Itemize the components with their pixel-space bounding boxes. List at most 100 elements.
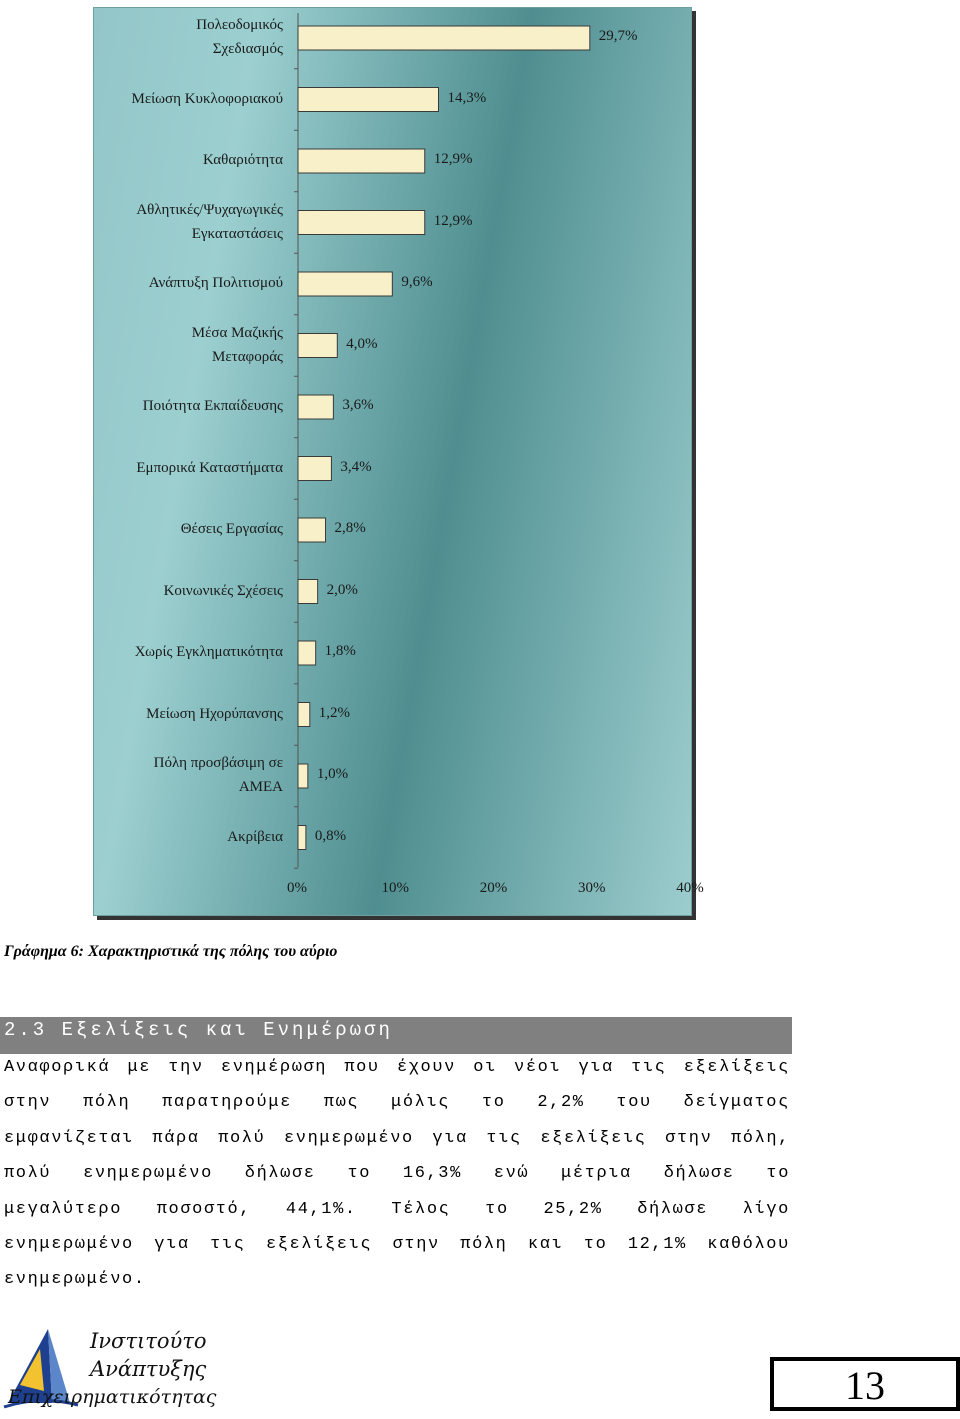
word: έχουν [396, 1058, 456, 1077]
word: 16,3% [402, 1164, 462, 1184]
data-label: 1,0% [316, 766, 349, 782]
word: και [527, 1235, 564, 1254]
text-line: μεγαλύτερο ποσοστό, 44,1%. Τέλος το 25,2% δήλω… [4, 1199, 790, 1221]
chart-bar [297, 825, 307, 850]
word: τις [631, 1058, 667, 1077]
data-label: 1,2% [318, 704, 351, 721]
word: ενημερωμένο [284, 1128, 414, 1148]
word: για [154, 1235, 190, 1254]
chart-bar [297, 763, 309, 789]
word: τις [486, 1128, 522, 1148]
category-label: Αθλητικές/Ψυχαγωγικές Εγκαταστάσεις [136, 201, 283, 242]
data-label: 2,8% [334, 520, 366, 536]
page-number: 13 [772, 1359, 958, 1409]
data-label: 9,6% [401, 274, 433, 290]
chart-bar [297, 25, 591, 51]
word: 44,1%. [285, 1199, 357, 1219]
chart-bar [297, 394, 334, 420]
category-label: Θέσεις Εργασίας [180, 521, 283, 537]
page-number-box: 13 [770, 1357, 960, 1411]
data-label: 14,3% [447, 89, 487, 106]
data-label: 4,0% [346, 335, 378, 352]
chart-bar [297, 517, 327, 543]
word: στην [392, 1235, 440, 1254]
chart-caption: Γράφημα 6: Χαρακτηριστικά της πόλης του … [4, 943, 338, 960]
word: του [616, 1093, 652, 1113]
chart-plot [294, 13, 591, 869]
category-label: Μείωση Ηχορύπανσης [146, 705, 283, 722]
category-label: Μείωση Κυκλοφοριακού [131, 90, 283, 107]
word: τις [210, 1235, 246, 1254]
chart-bar [297, 640, 317, 666]
category-label: Εμπορικά Καταστήματα [136, 459, 283, 476]
chart-bar [297, 579, 319, 604]
category-label: Κοινωνικές Σχέσεις [163, 582, 283, 599]
text-line: ενημερωμένο. [4, 1270, 146, 1290]
word: ενημέρωση [220, 1058, 328, 1077]
category-label: Χωρίς Εγκληματικότητα [134, 644, 283, 660]
logo-line-1: Ινστιτούτο [90, 1329, 207, 1353]
chart-bar [297, 87, 439, 112]
data-label: 0,8% [314, 827, 347, 844]
category-label: Μέσα Μαζικής Μεταφοράς [191, 324, 283, 365]
logo-text: Ινστιτούτο Ανάπτυξης Επιχειρηματικότητας [8, 1327, 216, 1411]
word: στην [4, 1093, 52, 1113]
word: Αναφορικά [4, 1058, 111, 1077]
word: 2,2% [537, 1093, 585, 1113]
word: μεγαλύτερο [4, 1199, 123, 1219]
word: το [481, 1093, 506, 1113]
category-label: Πολεοδομικός Σχεδιασμός [196, 17, 283, 57]
text-line: στην πόλη παρατηρούμε πως μόλις το 2,2% του δείγ… [4, 1092, 790, 1114]
word: εξελίξεις [265, 1235, 373, 1254]
word: καθόλου [707, 1235, 790, 1254]
word: πάρα [152, 1128, 200, 1148]
word: δείγματος [683, 1093, 790, 1113]
category-label: Ακρίβεια [227, 828, 283, 845]
word: 25,2% [543, 1199, 603, 1219]
word: το [583, 1235, 608, 1254]
word: μέτρια [561, 1164, 632, 1184]
text-line: ενημερωμένο για τις εξελίξεις στην πόλη και το 1… [4, 1234, 790, 1256]
x-tick-label: 30% [578, 880, 606, 896]
word: με [127, 1058, 152, 1077]
x-tick-label: 40% [676, 880, 704, 896]
category-label: Καθαριότητα [203, 152, 283, 168]
word: πολύ [218, 1128, 266, 1148]
word: ενημερωμένο [83, 1164, 213, 1184]
word: νέοι [514, 1058, 562, 1077]
word: εμφανίζεται [4, 1128, 134, 1148]
bar-chart [93, 7, 692, 916]
text-line: εμφανίζεται πάρα πολύ ενημερωμένο για τις εξελ… [4, 1128, 790, 1150]
chart-bar [297, 456, 332, 481]
word: Τέλος [391, 1199, 451, 1219]
word: εξελίξεις [540, 1128, 647, 1148]
word: δήλωσε [663, 1164, 735, 1184]
word: ενώ [493, 1164, 530, 1184]
word: την [168, 1058, 204, 1077]
word: πολύ [4, 1164, 52, 1184]
word: δήλωσε [637, 1199, 709, 1219]
word: ενημερωμένο [4, 1235, 134, 1254]
institute-logo-icon [3, 1329, 79, 1409]
x-tick-label: 0% [287, 880, 307, 896]
x-tick-label: 10% [381, 880, 410, 896]
word: το [485, 1199, 509, 1219]
chart-bar [297, 271, 393, 297]
word: δήλωσε [244, 1164, 316, 1184]
word: μόλις [391, 1093, 451, 1113]
word: λίγο [742, 1199, 790, 1219]
word: για [432, 1128, 468, 1148]
category-label: Ποιότητα Εκπαίδευσης [142, 398, 283, 414]
word: για [578, 1058, 614, 1077]
word: που [344, 1058, 380, 1077]
data-label: 2,0% [326, 581, 358, 598]
data-label: 29,7% [598, 28, 638, 44]
category-label: Πόλη προσβάσιμη σε ΑΜΕΑ [153, 755, 283, 795]
data-label: 3,4% [340, 458, 372, 475]
chart-bar [297, 333, 338, 358]
chart-bar [297, 148, 426, 174]
data-label: 3,6% [342, 397, 374, 413]
logo-line-3: Επιχειρηματικότητας [8, 1386, 217, 1408]
category-label: Ανάπτυξη Πολιτισμού [148, 275, 283, 291]
x-tick-label: 20% [479, 880, 508, 896]
